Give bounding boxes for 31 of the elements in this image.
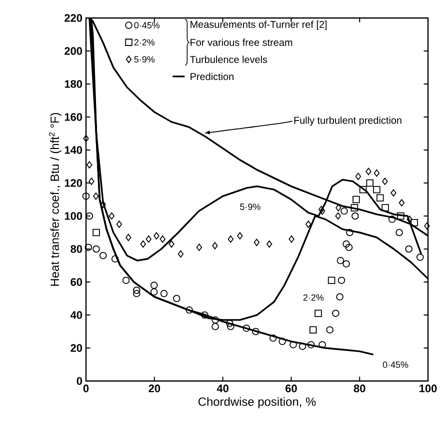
y-tick-label: 40	[70, 311, 82, 319]
y-tick-label: 220	[64, 14, 82, 22]
x-tick-label: 20	[148, 384, 160, 392]
y-tick-label: 200	[64, 47, 82, 55]
y-tick-label: 60	[70, 278, 82, 286]
legend-label: 0·45%	[134, 22, 160, 28]
legend-label: 5·9%	[134, 56, 155, 63]
x-tick-label: 40	[216, 384, 228, 392]
y-tick-label: 120	[64, 179, 82, 187]
y-tick-label: 160	[64, 113, 82, 121]
x-tick-label: 0	[83, 384, 89, 392]
y-tick-label: 180	[64, 80, 82, 88]
annotation: Fully turbulent prediction	[294, 116, 402, 126]
y-axis-title: Heat transfer coef., Btu / (hft$^{2}$ °F)	[48, 113, 62, 286]
x-tick-label: 80	[354, 384, 366, 392]
annotation: Measurements of-Turner ref [2]	[190, 20, 327, 30]
legend-label: Prediction	[190, 72, 234, 80]
annotation: 0·45%	[382, 361, 408, 368]
annotation: 5·9%	[240, 204, 260, 210]
x-axis-title: Chordwise position, %	[198, 397, 316, 408]
y-tick-label: 140	[64, 146, 82, 154]
y-tick-label: 80	[70, 245, 82, 253]
y-tick-label: 20	[70, 344, 82, 352]
annotation: Turbulence levels	[190, 56, 268, 64]
x-tick-label: 100	[420, 384, 437, 392]
x-tick-label: 60	[286, 384, 297, 392]
annotation: 2·2%	[303, 294, 324, 301]
legend-label: 2·2%	[134, 39, 155, 46]
annotation: For various free stream	[190, 38, 292, 46]
y-tick-label: 100	[64, 212, 82, 220]
y-tick-label: 0	[76, 377, 82, 385]
